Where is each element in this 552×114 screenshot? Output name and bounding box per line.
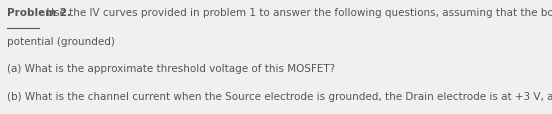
Text: Problem 2.: Problem 2. [7,8,71,18]
Text: (a) What is the approximate threshold voltage of this MOSFET?: (a) What is the approximate threshold vo… [7,64,335,74]
Text: (b) What is the channel current when the Source electrode is grounded, the Drain: (b) What is the channel current when the… [7,91,552,101]
Text: potential (grounded): potential (grounded) [7,36,114,46]
Text: Use the IV curves provided in problem 1 to answer the following questions, assum: Use the IV curves provided in problem 1 … [40,8,552,18]
